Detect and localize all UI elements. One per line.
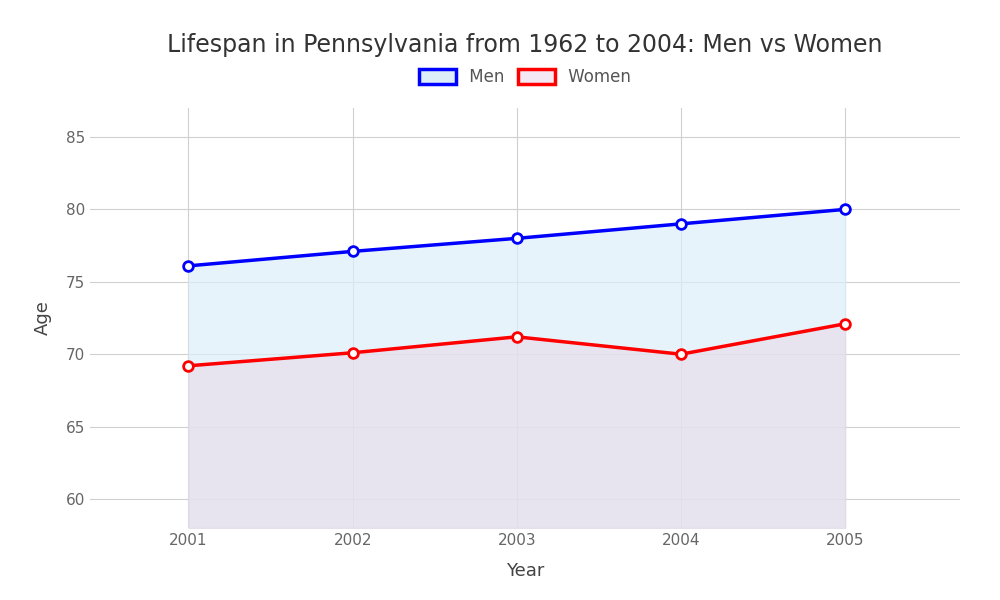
X-axis label: Year: Year — [506, 562, 544, 580]
Y-axis label: Age: Age — [34, 301, 52, 335]
Title: Lifespan in Pennsylvania from 1962 to 2004: Men vs Women: Lifespan in Pennsylvania from 1962 to 20… — [167, 34, 883, 58]
Legend:  Men,  Women: Men, Women — [413, 62, 637, 93]
